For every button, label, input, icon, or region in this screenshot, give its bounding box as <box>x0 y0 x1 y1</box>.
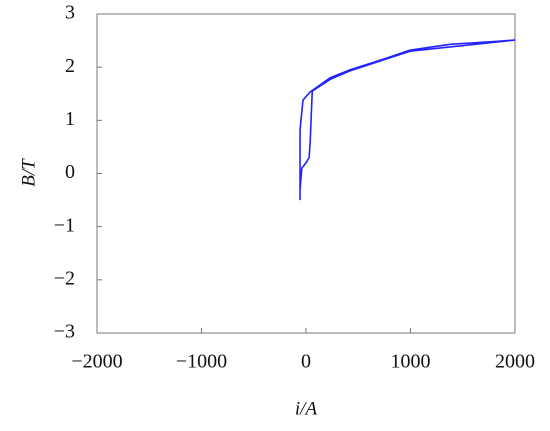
y-tick-label: 3 <box>65 2 75 24</box>
x-tick-label: 0 <box>301 351 311 373</box>
y-tick-label: −2 <box>54 267 75 289</box>
x-tick-label: −1000 <box>176 351 227 373</box>
data-line <box>299 39 516 201</box>
x-tick-label: 2000 <box>495 351 535 373</box>
y-tick-label: 0 <box>65 161 75 183</box>
y-tick-label: 2 <box>65 55 75 77</box>
x-axis-label: i/A <box>295 398 318 419</box>
x-tick-label: −2000 <box>71 351 122 373</box>
plot-frame <box>96 13 516 334</box>
y-tick-label: −1 <box>54 214 75 236</box>
y-axis-label: B/T <box>18 158 39 187</box>
y-tick-label: −3 <box>54 321 75 343</box>
x-tick-label: 1000 <box>391 351 431 373</box>
y-tick-label: 1 <box>65 108 75 130</box>
